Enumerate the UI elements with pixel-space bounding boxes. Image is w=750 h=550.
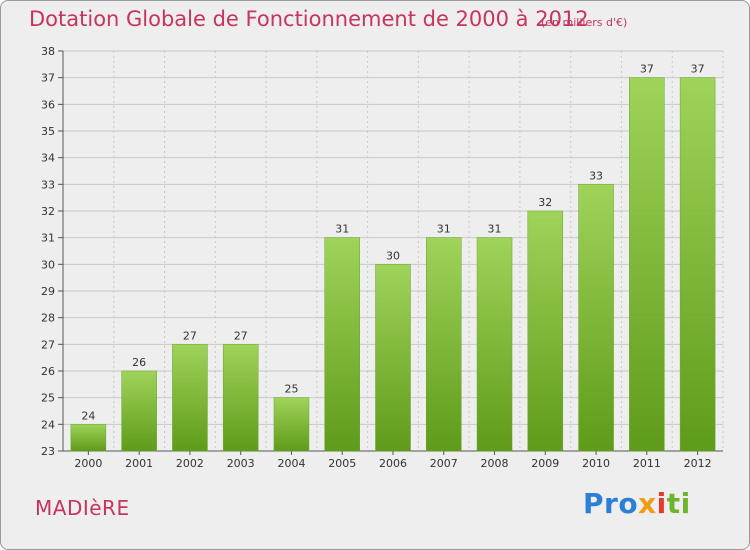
x-tick-label: 2000 <box>74 457 102 470</box>
bar-2004 <box>273 397 310 452</box>
bar-value-label: 31 <box>335 223 349 236</box>
x-tick-label: 2007 <box>430 457 458 470</box>
proxiti-logo[interactable]: Proxiti <box>583 487 691 520</box>
y-tick-label: 30 <box>41 258 55 271</box>
bar-2000 <box>70 424 107 452</box>
y-tick-label: 35 <box>41 125 55 138</box>
logo-part-1: Pro <box>583 487 639 520</box>
chart-unit-label: (en milliers d'€) <box>541 16 628 29</box>
x-tick-label: 2008 <box>481 457 509 470</box>
y-tick-label: 34 <box>41 152 55 165</box>
y-tick-label: 32 <box>41 205 55 218</box>
y-tick-label: 36 <box>41 98 55 111</box>
bar-value-label: 27 <box>183 329 197 342</box>
bar-2007 <box>426 237 462 452</box>
y-tick-label: 28 <box>41 312 55 325</box>
bar-value-label: 32 <box>538 196 552 209</box>
bar-2001 <box>121 370 157 452</box>
bar-value-label: 27 <box>234 329 248 342</box>
logo-part-4: ti <box>666 487 691 520</box>
x-tick-label: 2009 <box>531 457 559 470</box>
x-tick-label: 2011 <box>633 457 661 470</box>
y-tick-label: 24 <box>41 418 55 431</box>
commune-name: MADIèRE <box>35 496 130 520</box>
y-tick-label: 26 <box>41 365 55 378</box>
bar-value-label: 25 <box>284 383 298 396</box>
y-tick-label: 23 <box>41 445 55 458</box>
x-tick-label: 2001 <box>125 457 153 470</box>
y-tick-label: 37 <box>41 72 55 85</box>
y-tick-label: 27 <box>41 338 55 351</box>
x-tick-label: 2005 <box>328 457 356 470</box>
y-tick-label: 31 <box>41 232 55 245</box>
label-layer: 23 24 25 26 27 28 29 30 31 32 33 34 35 36 37 38 24 2000 26… <box>41 45 712 470</box>
bar-value-label: 33 <box>589 169 603 182</box>
y-tick-label: 38 <box>41 45 55 58</box>
logo-part-3: i <box>656 487 667 520</box>
bar-2002 <box>172 344 208 452</box>
x-tick-label: 2006 <box>379 457 407 470</box>
bar-2009 <box>527 210 564 452</box>
bar-2012 <box>679 77 716 452</box>
bar-2011 <box>629 77 665 452</box>
bar-layer <box>70 77 716 452</box>
x-tick-label: 2002 <box>176 457 204 470</box>
bar-2010 <box>578 184 614 452</box>
logo-part-2: x <box>638 487 657 520</box>
bar-2006 <box>375 264 411 452</box>
bar-value-label: 30 <box>386 249 400 262</box>
x-tick-label: 2010 <box>582 457 610 470</box>
chart-title: Dotation Globale de Fonctionnement de 20… <box>29 7 589 31</box>
bar-2008 <box>476 237 513 452</box>
bar-2005 <box>324 237 360 452</box>
y-tick-label: 29 <box>41 285 55 298</box>
bar-value-label: 31 <box>437 223 451 236</box>
bar-value-label: 37 <box>640 63 654 76</box>
x-tick-label: 2003 <box>227 457 255 470</box>
bar-value-label: 37 <box>691 63 705 76</box>
x-tick-label: 2004 <box>277 457 305 470</box>
y-tick-label: 25 <box>41 392 55 405</box>
bar-value-label: 31 <box>488 223 502 236</box>
bar-value-label: 24 <box>81 409 95 422</box>
y-tick-label: 33 <box>41 178 55 191</box>
bar-value-label: 26 <box>132 356 146 369</box>
bar-2003 <box>222 344 259 452</box>
x-tick-label: 2012 <box>684 457 712 470</box>
